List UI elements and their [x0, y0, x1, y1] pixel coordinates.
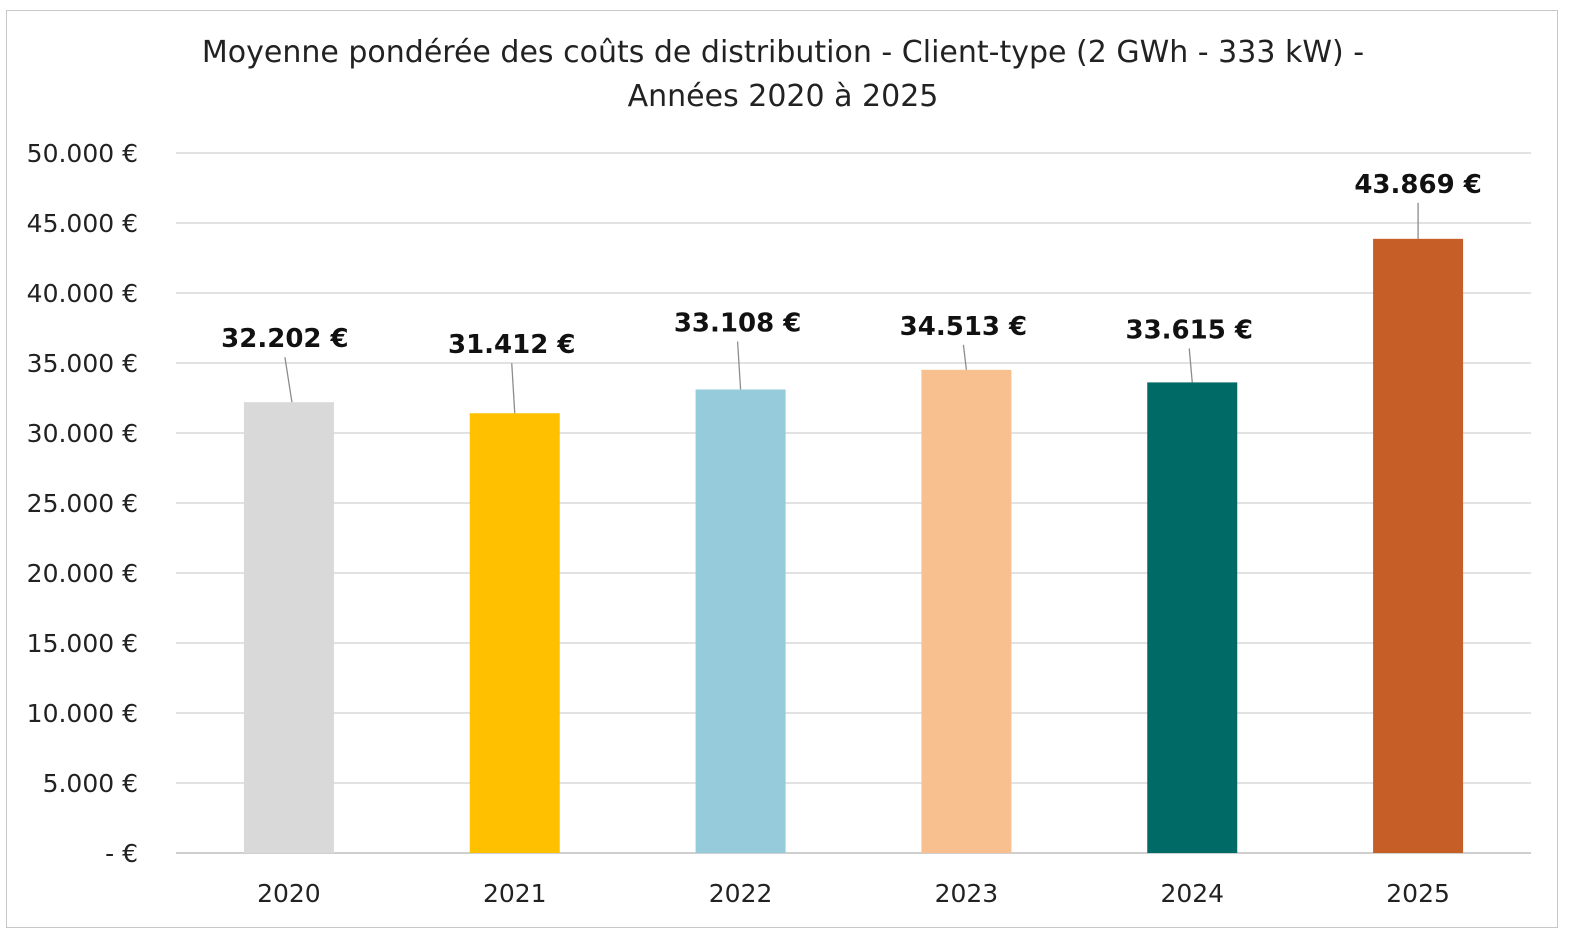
x-tick-label-2025: 2025 [1386, 879, 1450, 908]
gridlines [176, 152, 1531, 854]
y-tick-label: 15.000 € [27, 629, 138, 658]
x-tick-label-2021: 2021 [483, 879, 547, 908]
y-tick-label: 20.000 € [27, 559, 138, 588]
chart-title-line-1: Moyenne pondérée des coûts de distributi… [202, 35, 1364, 70]
y-tick-label: 40.000 € [27, 279, 138, 308]
x-tick-label-2024: 2024 [1160, 879, 1224, 908]
y-tick-label: 5.000 € [43, 769, 138, 798]
y-tick-label: 50.000 € [27, 139, 138, 168]
y-tick-label: 30.000 € [27, 419, 138, 448]
y-tick-label: 35.000 € [27, 349, 138, 378]
x-axis-tick-labels: 2020 2021 2022 2023 2024 2025 [257, 879, 1450, 908]
x-tick-label-2020: 2020 [257, 879, 321, 908]
data-label-2020: 32.202 € [221, 324, 348, 354]
data-labels: 32.202 € 31.412 € 33.108 € 34.513 € 33.615 €… [221, 170, 1482, 360]
leader-line-2022 [736, 341, 742, 390]
leader-line-2021 [511, 363, 516, 414]
leader-line-2024 [1188, 348, 1193, 383]
bar-2022 [695, 389, 786, 853]
chart-title-line-2: Années 2020 à 2025 [628, 79, 939, 114]
leader-line-2023 [962, 344, 968, 370]
y-tick-label: 45.000 € [27, 209, 138, 238]
data-label-2024: 33.615 € [1126, 315, 1253, 345]
data-label-2025: 43.869 € [1354, 170, 1481, 200]
y-axis-tick-labels: - € 5.000 € 10.000 € 15.000 € 20.000 € 25.000… [27, 139, 138, 868]
data-label-2022: 33.108 € [674, 308, 801, 338]
y-tick-label: - € [105, 839, 138, 868]
data-label-leaders [284, 202, 1419, 414]
data-label-2023: 34.513 € [900, 312, 1027, 342]
bar-2021 [469, 413, 560, 853]
bar-2024 [1147, 382, 1238, 853]
leader-line-2020 [284, 357, 293, 403]
bars [243, 238, 1464, 854]
bar-2020 [243, 402, 334, 853]
y-tick-label: 25.000 € [27, 489, 138, 518]
x-tick-label-2022: 2022 [709, 879, 773, 908]
y-tick-label: 10.000 € [27, 699, 138, 728]
bar-2023 [921, 369, 1012, 853]
x-tick-label-2023: 2023 [935, 879, 999, 908]
chart-title: Moyenne pondérée des coûts de distributi… [202, 35, 1364, 114]
bar-2025 [1373, 238, 1464, 854]
data-label-2021: 31.412 € [448, 330, 575, 360]
